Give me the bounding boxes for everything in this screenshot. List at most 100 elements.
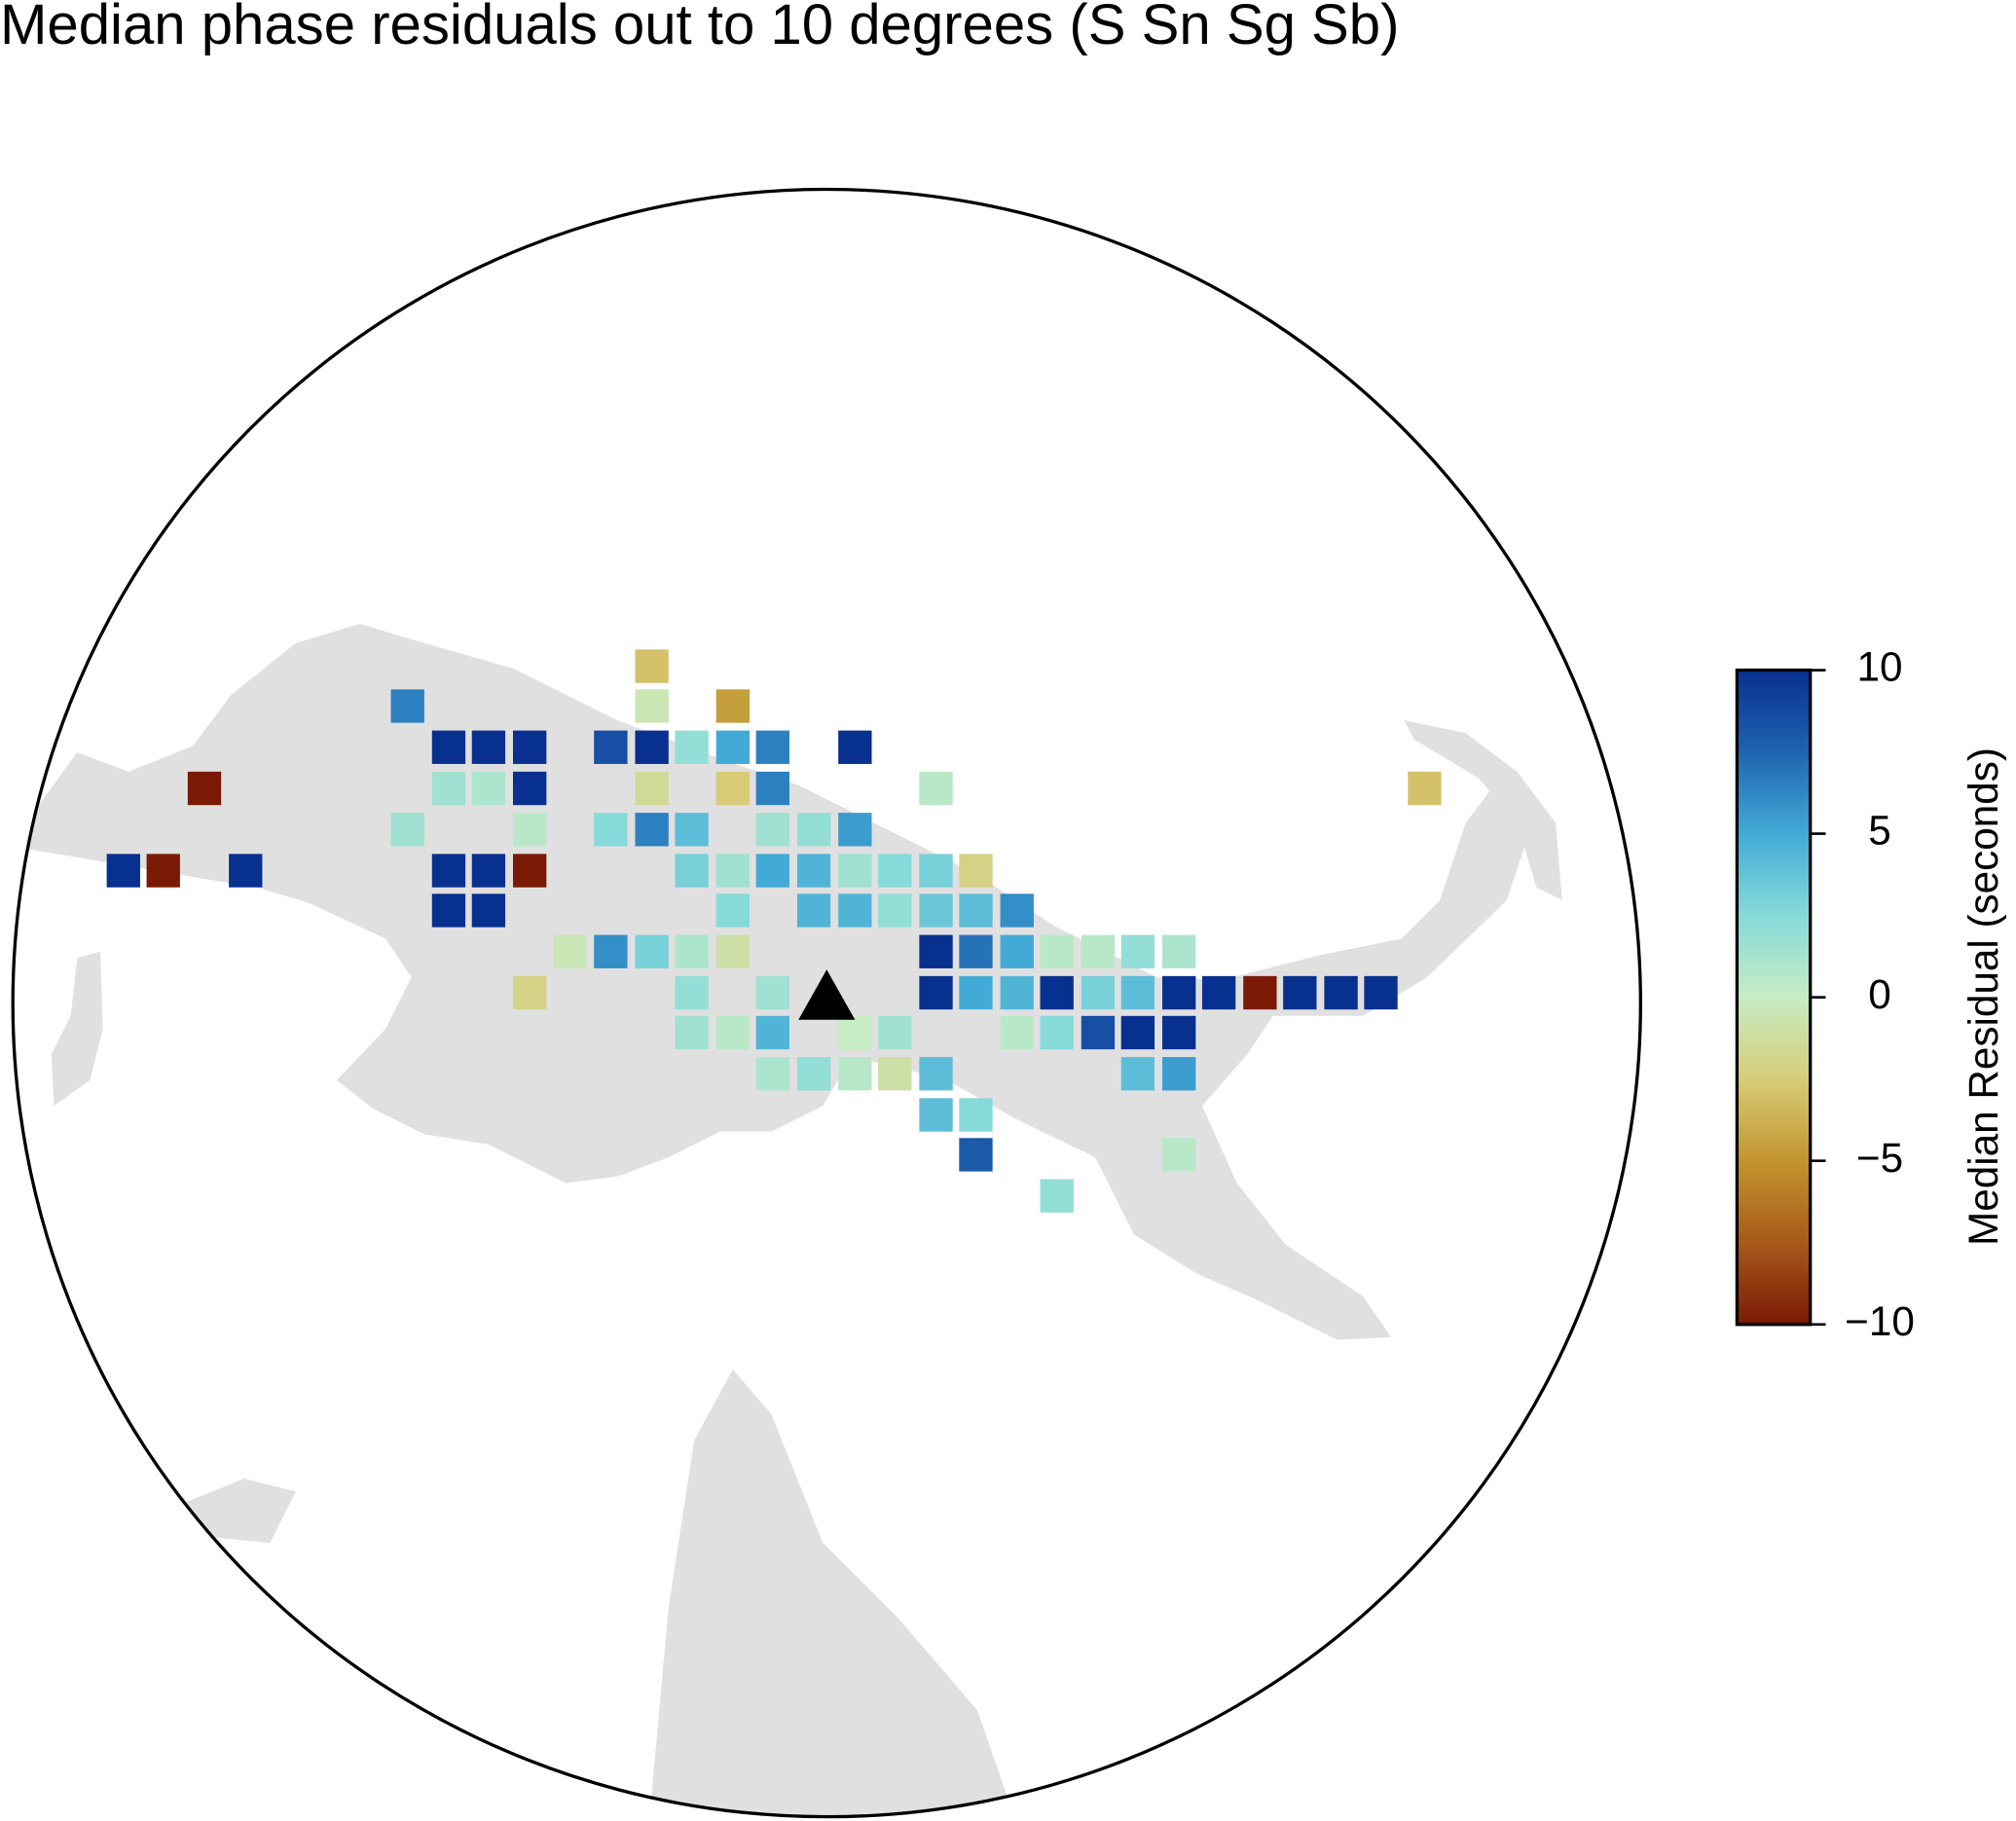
residual-cell (512, 975, 547, 1010)
residual-cell (512, 813, 547, 847)
residual-cell (959, 893, 993, 928)
residual-cell (755, 730, 789, 764)
colorbar-tick-label: −5 (1856, 1135, 1903, 1181)
residual-cell (1000, 975, 1034, 1010)
residual-cell (838, 854, 872, 888)
residual-cell (1408, 771, 1442, 806)
residual-cell (715, 730, 751, 764)
residual-cell (431, 771, 466, 806)
residual-cell (755, 813, 789, 847)
residual-cell (919, 975, 953, 1010)
colorbar-tick-label: 5 (1868, 808, 1891, 854)
residual-cell (959, 1138, 993, 1172)
residual-cell (1120, 934, 1155, 968)
residual-cell (878, 1057, 912, 1091)
residual-cell (1081, 934, 1116, 968)
residual-cell (959, 854, 993, 888)
residual-cell (635, 689, 669, 723)
residual-cell (1000, 893, 1034, 928)
island (51, 951, 103, 1107)
residual-cell (796, 854, 831, 888)
residual-cell (229, 854, 263, 888)
colorbar-tick-label: 10 (1856, 644, 1902, 690)
residual-cell (1000, 1015, 1034, 1050)
residual-cell (1120, 1057, 1155, 1091)
residual-cell (755, 854, 789, 888)
residual-cell (675, 934, 709, 968)
station-marker (798, 969, 856, 1020)
residual-cell (1040, 975, 1074, 1010)
residual-cell (838, 893, 872, 928)
residual-cell (1120, 975, 1155, 1010)
residual-cell (715, 934, 751, 968)
residual-cell (512, 854, 547, 888)
residual-cell (838, 730, 872, 764)
residual-cell (512, 730, 547, 764)
residual-cell (919, 854, 953, 888)
residual-cell (675, 854, 709, 888)
residual-cell (1324, 975, 1358, 1010)
residual-cell (146, 854, 180, 888)
residual-cell (635, 934, 669, 968)
residual-cell (755, 1015, 789, 1050)
residual-cell (796, 813, 831, 847)
residual-cell (635, 649, 669, 683)
residual-cell (1201, 975, 1236, 1010)
residual-cell (755, 771, 789, 806)
residual-cell (1161, 975, 1196, 1010)
residual-cell (838, 813, 872, 847)
residual-cell (796, 1057, 831, 1091)
cape-york (648, 1369, 1016, 1817)
colorbar-fill (1735, 668, 1813, 1327)
residual-cell (919, 1098, 953, 1132)
residual-cell (878, 854, 912, 888)
residual-cell (675, 975, 709, 1010)
residual-cell (919, 934, 953, 968)
residual-cell (715, 771, 751, 806)
residual-cell (675, 1015, 709, 1050)
residual-cell (675, 813, 709, 847)
island-sw (179, 1478, 296, 1544)
residual-cell (715, 854, 751, 888)
residual-cell (755, 1057, 789, 1091)
residual-cell (959, 975, 993, 1010)
residual-cell (1161, 1057, 1196, 1091)
colorbar: −10 −5 0 5 10 (1735, 644, 1915, 1344)
residual-cell (635, 730, 669, 764)
residual-cell (1040, 1015, 1074, 1050)
residual-cell (675, 730, 709, 764)
residual-cell (1161, 1015, 1196, 1050)
residual-cell (796, 893, 831, 928)
residual-cell (1243, 975, 1277, 1010)
residual-cell (1040, 1179, 1074, 1213)
residual-cell (838, 1015, 872, 1050)
residual-cell (919, 893, 953, 928)
residual-cell (1000, 934, 1034, 968)
residual-cell (635, 813, 669, 847)
residual-cell (594, 934, 628, 968)
new-britain (1404, 720, 1562, 900)
colorbar-label: Median Residual (seconds) (1961, 747, 2006, 1246)
residual-cell (715, 893, 751, 928)
residual-cell (715, 689, 751, 723)
residual-cell (1161, 1138, 1196, 1172)
residual-cell (919, 771, 953, 806)
residual-cell (635, 771, 669, 806)
residual-cell (471, 730, 506, 764)
residual-cell (1081, 975, 1116, 1010)
residual-cell (959, 1098, 993, 1132)
residual-cell (431, 730, 466, 764)
residual-cell (1364, 975, 1398, 1010)
residual-cell (552, 934, 587, 968)
residual-cell (838, 1057, 872, 1091)
residual-cell (431, 854, 466, 888)
residual-cell (878, 893, 912, 928)
colorbar-tick-label: 0 (1868, 971, 1891, 1017)
colorbar-tick-label: −10 (1845, 1298, 1915, 1344)
residual-cell (594, 730, 628, 764)
residual-cell (755, 975, 789, 1010)
residual-cell (471, 771, 506, 806)
residual-cell (959, 934, 993, 968)
